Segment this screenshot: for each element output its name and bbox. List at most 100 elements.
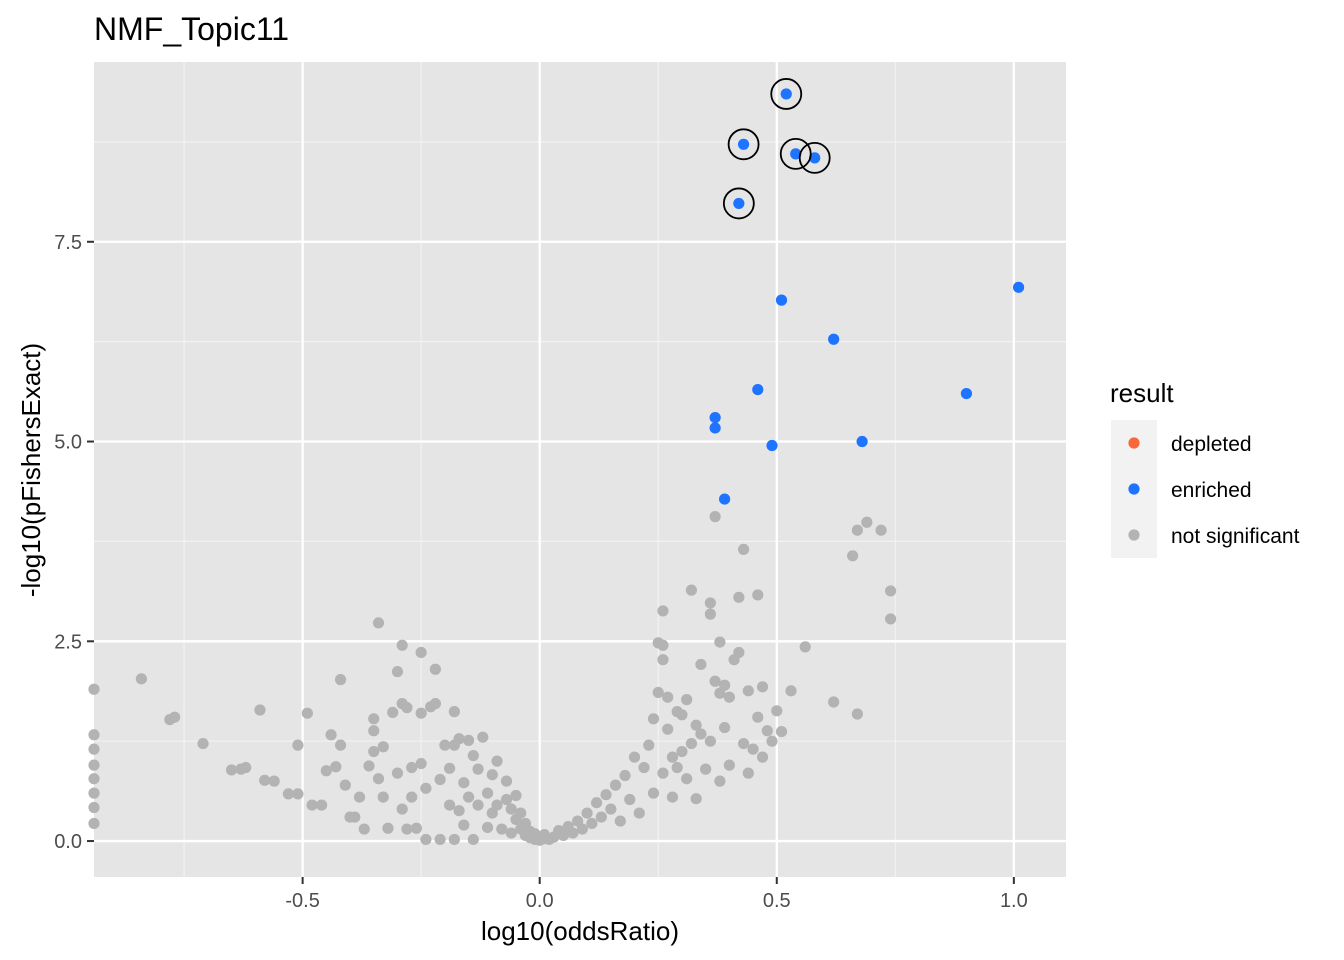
not-significant-point bbox=[88, 683, 100, 695]
not-significant-point bbox=[581, 807, 593, 819]
not-significant-point bbox=[197, 737, 209, 750]
not-significant-point bbox=[88, 817, 100, 830]
not-significant-point bbox=[666, 791, 679, 803]
not-significant-point bbox=[444, 799, 456, 811]
enriched-point bbox=[766, 439, 778, 452]
not-significant-point bbox=[638, 761, 650, 774]
not-significant-point bbox=[695, 728, 707, 740]
not-significant-point bbox=[368, 713, 380, 725]
not-significant-point bbox=[657, 767, 669, 779]
not-significant-point bbox=[719, 721, 731, 734]
not-significant-point bbox=[657, 639, 669, 651]
not-significant-point bbox=[614, 815, 626, 827]
not-significant-point bbox=[481, 821, 494, 834]
not-significant-point bbox=[320, 765, 332, 777]
not-significant-point bbox=[391, 767, 404, 779]
not-significant-point bbox=[467, 833, 479, 846]
enriched-point bbox=[752, 383, 764, 396]
not-significant-point bbox=[605, 803, 617, 815]
not-significant-point bbox=[628, 751, 641, 763]
y-tick-label: 7.5 bbox=[54, 232, 82, 254]
not-significant-point bbox=[477, 731, 489, 743]
not-significant-point bbox=[847, 550, 859, 562]
not-significant-point bbox=[472, 763, 484, 775]
enriched-point bbox=[809, 152, 821, 164]
not-significant-point bbox=[785, 685, 797, 697]
not-significant-point bbox=[88, 787, 100, 799]
not-significant-point bbox=[884, 613, 897, 625]
not-significant-point bbox=[496, 823, 508, 835]
not-significant-point bbox=[500, 793, 513, 806]
not-significant-point bbox=[619, 769, 631, 782]
not-significant-point bbox=[714, 636, 726, 648]
highlight-ring bbox=[798, 141, 831, 174]
not-significant-point bbox=[420, 782, 432, 794]
x-tick-label: 1.0 bbox=[1000, 890, 1028, 912]
not-significant-point bbox=[268, 775, 280, 787]
enriched-point bbox=[1012, 281, 1025, 293]
not-significant-point bbox=[652, 686, 664, 699]
not-significant-point bbox=[88, 743, 100, 755]
legend-key-depleted bbox=[1128, 437, 1140, 449]
not-significant-point bbox=[88, 729, 100, 741]
not-significant-point bbox=[719, 679, 731, 691]
not-significant-point bbox=[339, 779, 351, 791]
not-significant-point bbox=[358, 823, 370, 835]
not-significant-point bbox=[747, 743, 759, 755]
not-significant-point bbox=[169, 711, 181, 723]
not-significant-point bbox=[396, 803, 408, 815]
not-significant-point bbox=[453, 805, 465, 817]
not-significant-point bbox=[510, 789, 522, 802]
plot-panel bbox=[94, 62, 1066, 877]
not-significant-point bbox=[396, 639, 408, 651]
not-significant-point bbox=[752, 589, 764, 601]
y-axis: 0.0 2.5 5.0 7.5 bbox=[54, 232, 94, 853]
not-significant-point bbox=[505, 803, 517, 815]
enriched-point bbox=[737, 138, 750, 150]
y-axis-title: -log10(pFishersExact) bbox=[16, 343, 46, 597]
data-points bbox=[88, 78, 1025, 846]
not-significant-point bbox=[733, 591, 745, 603]
not-significant-point bbox=[406, 791, 418, 803]
not-significant-point bbox=[671, 761, 683, 774]
not-significant-point bbox=[505, 827, 517, 839]
not-significant-point bbox=[448, 833, 460, 846]
not-significant-point bbox=[737, 737, 750, 750]
not-significant-point bbox=[695, 658, 707, 671]
chart-title: NMF_Topic11 bbox=[94, 11, 289, 47]
not-significant-point bbox=[557, 829, 570, 842]
not-significant-point bbox=[515, 807, 527, 819]
not-significant-point bbox=[709, 511, 721, 523]
enriched-point bbox=[709, 411, 721, 424]
minor-gridlines bbox=[94, 62, 1066, 877]
enriched-point bbox=[790, 148, 802, 160]
not-significant-point bbox=[685, 584, 698, 596]
not-significant-point bbox=[410, 822, 423, 834]
y-tick-label: 0.0 bbox=[54, 831, 82, 853]
not-significant-point bbox=[453, 733, 465, 745]
not-significant-point bbox=[609, 779, 622, 791]
not-significant-point bbox=[240, 761, 252, 774]
enriched-point bbox=[780, 88, 792, 100]
x-tick-label: 0.5 bbox=[763, 890, 791, 912]
not-significant-point bbox=[462, 734, 475, 746]
legend-title: result bbox=[1110, 378, 1174, 408]
not-significant-point bbox=[633, 807, 645, 819]
not-significant-point bbox=[306, 799, 318, 811]
not-significant-point bbox=[391, 666, 404, 678]
not-significant-point bbox=[481, 787, 494, 799]
not-significant-point bbox=[567, 827, 579, 839]
not-significant-point bbox=[259, 774, 271, 786]
not-significant-point bbox=[766, 735, 778, 747]
highlight-ring bbox=[770, 78, 803, 110]
not-significant-point bbox=[742, 685, 754, 697]
not-significant-point bbox=[657, 605, 669, 617]
not-significant-point bbox=[353, 791, 366, 803]
not-significant-point bbox=[771, 705, 783, 717]
not-significant-point bbox=[434, 833, 446, 846]
enriched-point bbox=[856, 435, 868, 448]
not-significant-point bbox=[676, 745, 688, 758]
not-significant-point bbox=[88, 773, 100, 785]
not-significant-point bbox=[301, 707, 313, 719]
